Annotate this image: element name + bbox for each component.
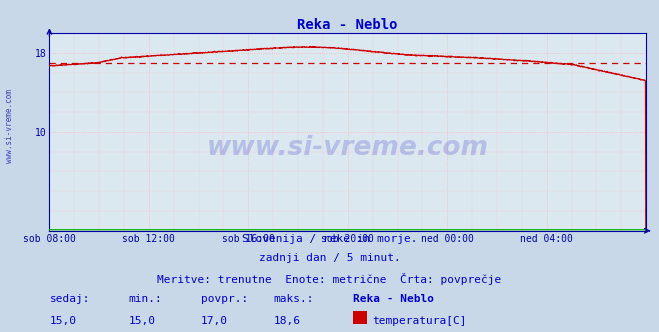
Text: www.si-vreme.com: www.si-vreme.com <box>5 89 14 163</box>
Text: Reka - Neblo: Reka - Neblo <box>353 294 434 304</box>
Text: 15,0: 15,0 <box>49 316 76 326</box>
Text: zadnji dan / 5 minut.: zadnji dan / 5 minut. <box>258 253 401 263</box>
Text: sedaj:: sedaj: <box>49 294 90 304</box>
Text: 17,0: 17,0 <box>201 316 228 326</box>
Text: min.:: min.: <box>129 294 162 304</box>
Text: povpr.:: povpr.: <box>201 294 248 304</box>
Text: 18,6: 18,6 <box>273 316 301 326</box>
Text: Slovenija / reke in morje.: Slovenija / reke in morje. <box>242 234 417 244</box>
Text: temperatura[C]: temperatura[C] <box>372 316 467 326</box>
Text: maks.:: maks.: <box>273 294 314 304</box>
Title: Reka - Neblo: Reka - Neblo <box>297 18 398 32</box>
Text: Meritve: trenutne  Enote: metrične  Črta: povprečje: Meritve: trenutne Enote: metrične Črta: … <box>158 273 501 285</box>
Text: 15,0: 15,0 <box>129 316 156 326</box>
Text: www.si-vreme.com: www.si-vreme.com <box>207 135 488 161</box>
